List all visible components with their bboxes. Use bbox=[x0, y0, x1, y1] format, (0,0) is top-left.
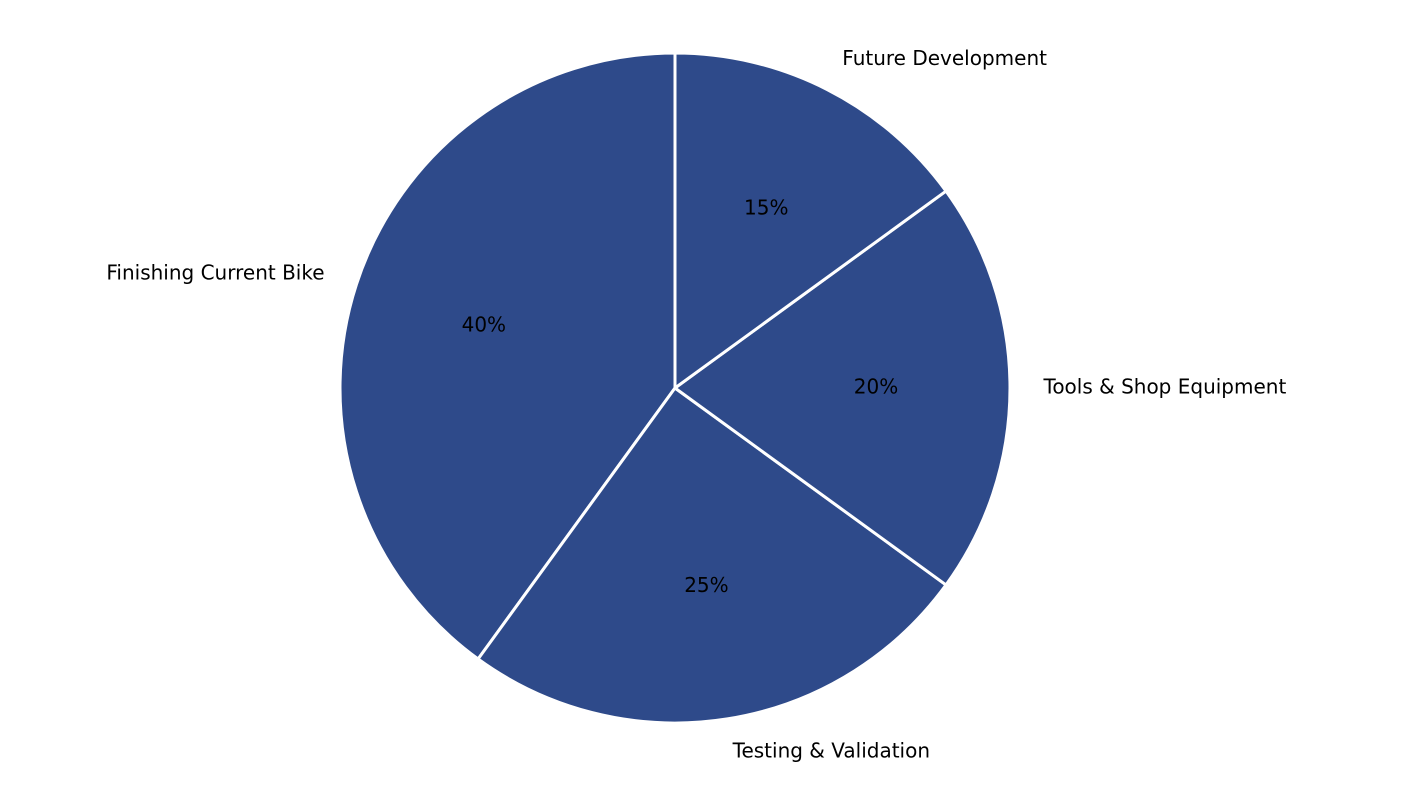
percent-label: 25% bbox=[684, 573, 728, 597]
pie-wedge bbox=[338, 51, 677, 661]
slice-label: Future Development bbox=[842, 46, 1047, 70]
percent-label: 15% bbox=[744, 195, 788, 219]
slice-label: Tools & Shop Equipment bbox=[1043, 375, 1287, 399]
percent-label: 20% bbox=[854, 375, 898, 399]
slice-label: Testing & Validation bbox=[732, 738, 930, 762]
pie-wedge bbox=[476, 386, 948, 725]
pie-wedge bbox=[673, 51, 948, 390]
slice-label: Finishing Current Bike bbox=[106, 261, 324, 285]
pie-wedge bbox=[673, 189, 1012, 587]
percent-label: 40% bbox=[462, 312, 506, 336]
